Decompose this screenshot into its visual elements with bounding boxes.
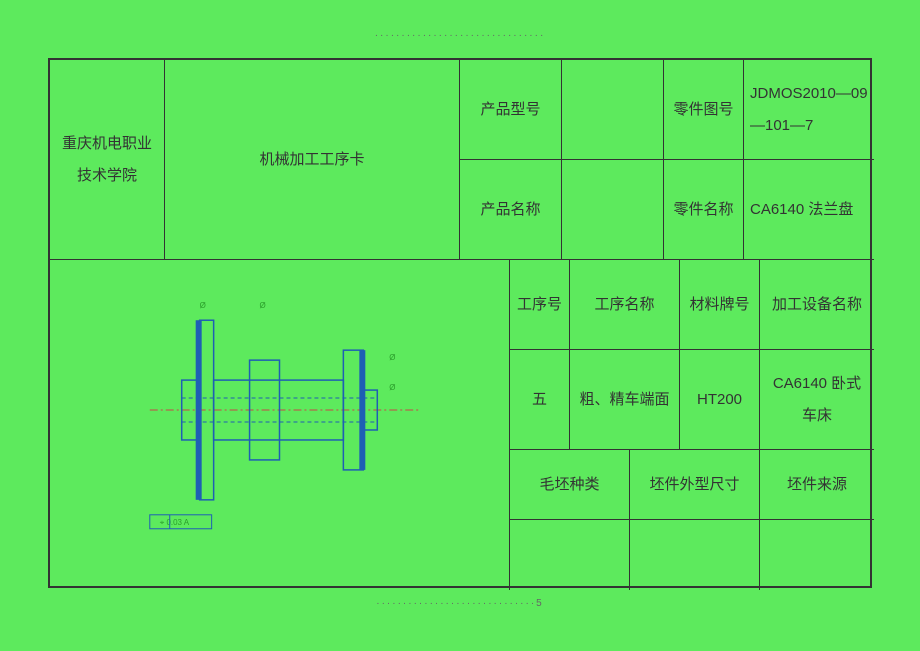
top-dotted-rule: ································ <box>375 30 546 41</box>
institution-line1: 重庆机电职业 <box>62 135 152 152</box>
product-name-value-cell <box>562 160 664 260</box>
card-title: 机械加工工序卡 <box>259 144 364 176</box>
material-value-cell: HT200 <box>680 350 760 450</box>
institution-line2: 技术学院 <box>77 167 137 184</box>
part-drawing-cell: Ø Ø Ø Ø ⌖ 0.03 A <box>50 260 510 590</box>
blank-type-label: 毛坯种类 <box>539 469 599 501</box>
part-name-label-cell: 零件名称 <box>664 160 744 260</box>
svg-text:⌖ 0.03 A: ⌖ 0.03 A <box>160 518 190 527</box>
equipment-value: CA6140 卧式车床 <box>766 368 868 431</box>
part-name-value: CA6140 法兰盘 <box>750 194 853 226</box>
material-label-cell: 材料牌号 <box>680 260 760 350</box>
product-name-label: 产品名称 <box>480 194 540 226</box>
op-name-label-cell: 工序名称 <box>570 260 680 350</box>
equipment-label: 加工设备名称 <box>772 289 862 321</box>
svg-text:Ø: Ø <box>389 383 395 392</box>
part-drawing-no-value: JDMOS2010—09—101—7 <box>750 78 868 141</box>
svg-text:Ø: Ø <box>260 301 266 310</box>
equipment-value-cell: CA6140 卧式车床 <box>760 350 874 450</box>
bottom-dotted-rule: ······························5 <box>376 598 543 609</box>
page-number: 5 <box>536 598 544 609</box>
part-drawing-no-value-cell: JDMOS2010—09—101—7 <box>744 60 874 160</box>
product-model-label-cell: 产品型号 <box>460 60 562 160</box>
equipment-label-cell: 加工设备名称 <box>760 260 874 350</box>
op-no-label: 工序号 <box>517 289 562 321</box>
op-no-value: 五 <box>532 384 547 416</box>
product-model-label: 产品型号 <box>480 94 540 126</box>
material-value: HT200 <box>697 384 742 416</box>
op-no-value-cell: 五 <box>510 350 570 450</box>
institution-cell: 重庆机电职业 技术学院 <box>50 60 165 260</box>
part-name-value-cell: CA6140 法兰盘 <box>744 160 874 260</box>
op-name-label: 工序名称 <box>594 289 654 321</box>
blank-source-label-cell: 坯件来源 <box>760 450 874 520</box>
svg-text:Ø: Ø <box>200 301 206 310</box>
part-drawing-no-label: 零件图号 <box>673 94 733 126</box>
op-name-value: 粗、精车端面 <box>579 384 669 416</box>
product-name-label-cell: 产品名称 <box>460 160 562 260</box>
op-no-label-cell: 工序号 <box>510 260 570 350</box>
blank-size-value-cell <box>630 520 760 590</box>
blank-source-label: 坯件来源 <box>787 469 847 501</box>
part-drawing-svg: Ø Ø Ø Ø ⌖ 0.03 A <box>50 260 509 590</box>
blank-type-value-cell <box>510 520 630 590</box>
svg-text:Ø: Ø <box>389 353 395 362</box>
product-model-value-cell <box>562 60 664 160</box>
card-title-cell: 机械加工工序卡 <box>165 60 460 260</box>
op-name-value-cell: 粗、精车端面 <box>570 350 680 450</box>
blank-size-label-cell: 坯件外型尺寸 <box>630 450 760 520</box>
blank-type-label-cell: 毛坯种类 <box>510 450 630 520</box>
blank-source-value-cell <box>760 520 874 590</box>
blank-size-label: 坯件外型尺寸 <box>649 469 739 501</box>
process-card-table: 重庆机电职业 技术学院 机械加工工序卡 产品型号 零件图号 JDMOS2010—… <box>48 58 872 588</box>
part-drawing-no-label-cell: 零件图号 <box>664 60 744 160</box>
material-label: 材料牌号 <box>689 289 749 321</box>
part-name-label: 零件名称 <box>673 194 733 226</box>
